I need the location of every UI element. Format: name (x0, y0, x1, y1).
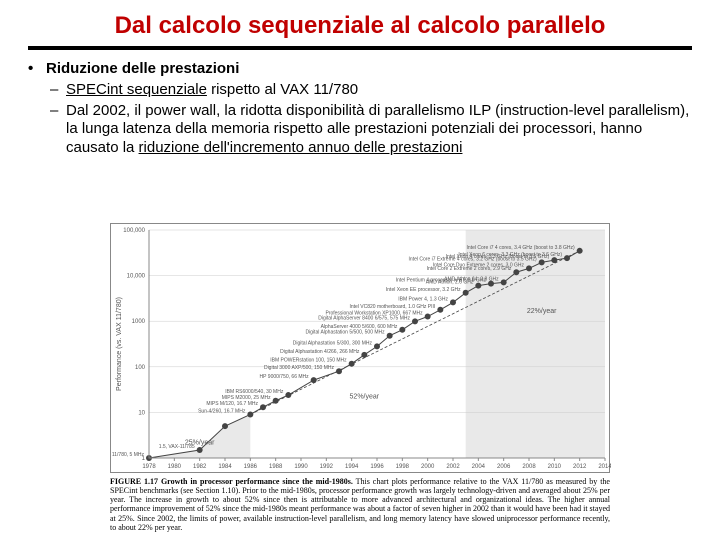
svg-text:Performance (vs. VAX 11/780): Performance (vs. VAX 11/780) (116, 297, 123, 391)
svg-text:Intel Xeon 6 cores, 3.3 GHz (b: Intel Xeon 6 cores, 3.3 GHz (boost to 3.… (458, 252, 562, 258)
svg-text:2004: 2004 (472, 464, 486, 470)
svg-text:2002: 2002 (446, 464, 460, 470)
title-rule (28, 46, 692, 50)
figure-caption: FIGURE 1.17 Growth in processor performa… (110, 477, 610, 532)
svg-text:2010: 2010 (548, 464, 562, 470)
body-list: Riduzione delle prestazioni SPECint sequ… (28, 60, 692, 158)
slide-title: Dal calcolo sequenziale al calcolo paral… (28, 12, 692, 40)
svg-text:IBM POWERstation 100, 150 MHz: IBM POWERstation 100, 150 MHz (270, 358, 347, 364)
performance-chart: 110100100010,000100,00019781980198219841… (110, 223, 610, 473)
svg-text:52%/year: 52%/year (350, 394, 380, 401)
svg-text:Intel VC820 motherboard, 1.0 G: Intel VC820 motherboard, 1.0 GHz PIII (349, 304, 435, 310)
figure-title: Growth in processor performance since th… (161, 477, 353, 486)
svg-text:AMD Athlon 64, 2.8 GHz: AMD Athlon 64, 2.8 GHz (444, 276, 499, 282)
svg-text:IBM Power 4, 1.3 GHz: IBM Power 4, 1.3 GHz (398, 296, 448, 302)
svg-text:1990: 1990 (294, 464, 308, 470)
svg-text:1998: 1998 (396, 464, 410, 470)
figure-number: FIGURE 1.17 (110, 477, 158, 486)
svg-text:VAX 11/780, 5 MHz: VAX 11/780, 5 MHz (111, 452, 144, 458)
svg-text:10: 10 (138, 410, 145, 416)
svg-text:Intel Core Duo Extreme 2 cores: Intel Core Duo Extreme 2 cores, 3.0 GHz (433, 262, 525, 268)
svg-text:Digital Alphastation 5/300, 30: Digital Alphastation 5/300, 300 MHz (293, 340, 373, 346)
svg-text:1980: 1980 (168, 464, 182, 470)
bullet-1: Riduzione delle prestazioni (46, 60, 239, 77)
svg-text:Professional Workstation XP100: Professional Workstation XP1000, 667 MHz (325, 310, 423, 316)
svg-text:1992: 1992 (320, 464, 334, 470)
svg-text:Sun-4/260, 16.7 MHz: Sun-4/260, 16.7 MHz (198, 408, 246, 414)
svg-text:100: 100 (135, 365, 146, 371)
svg-text:1986: 1986 (244, 464, 258, 470)
svg-text:2008: 2008 (522, 464, 536, 470)
svg-text:1996: 1996 (370, 464, 384, 470)
svg-text:Intel Core i7 4 cores, 3.4 GHz: Intel Core i7 4 cores, 3.4 GHz (boost to… (467, 245, 575, 251)
svg-text:Digital Alphastation 4/266, 26: Digital Alphastation 4/266, 266 MHz (280, 349, 360, 355)
sub-2-underline: riduzione dell'incremento annuo delle pr… (139, 139, 463, 156)
svg-text:10,000: 10,000 (127, 273, 146, 279)
svg-text:1994: 1994 (345, 464, 359, 470)
svg-text:1978: 1978 (142, 464, 156, 470)
svg-text:2000: 2000 (421, 464, 435, 470)
svg-text:IBM RS6000/540, 30 MHz: IBM RS6000/540, 30 MHz (225, 389, 284, 395)
svg-text:MIPS M2000, 25 MHz: MIPS M2000, 25 MHz (222, 395, 271, 401)
svg-text:Digital 3000 AXP/500, 150 MHz: Digital 3000 AXP/500, 150 MHz (264, 365, 335, 371)
svg-text:25%/year: 25%/year (185, 439, 215, 446)
svg-text:AlphaServer 4000 5/600, 600 MH: AlphaServer 4000 5/600, 600 MHz (321, 324, 398, 330)
svg-text:2012: 2012 (573, 464, 587, 470)
svg-text:Digital Alphastation 5/500, 50: Digital Alphastation 5/500, 500 MHz (305, 330, 385, 336)
svg-text:Intel Xeon EE processor, 3.2 G: Intel Xeon EE processor, 3.2 GHz (386, 287, 461, 293)
svg-text:2014: 2014 (598, 464, 611, 470)
svg-text:HP 9000/750, 66 MHz: HP 9000/750, 66 MHz (260, 374, 310, 380)
svg-text:1982: 1982 (193, 464, 207, 470)
performance-figure: 110100100010,000100,00019781980198219841… (110, 223, 610, 532)
svg-text:100,000: 100,000 (123, 228, 145, 234)
sub-1-post: rispetto al VAX 11/780 (207, 81, 358, 98)
svg-text:1988: 1988 (269, 464, 283, 470)
svg-text:2006: 2006 (497, 464, 511, 470)
figure-caption-text: This chart plots performance relative to… (110, 477, 610, 532)
svg-text:1000: 1000 (132, 319, 146, 325)
sub-1-underline: SPECint sequenziale (66, 81, 207, 98)
svg-text:22%/year: 22%/year (527, 308, 557, 315)
svg-text:1984: 1984 (218, 464, 232, 470)
svg-text:MIPS M/120, 16.7 MHz: MIPS M/120, 16.7 MHz (206, 401, 258, 407)
